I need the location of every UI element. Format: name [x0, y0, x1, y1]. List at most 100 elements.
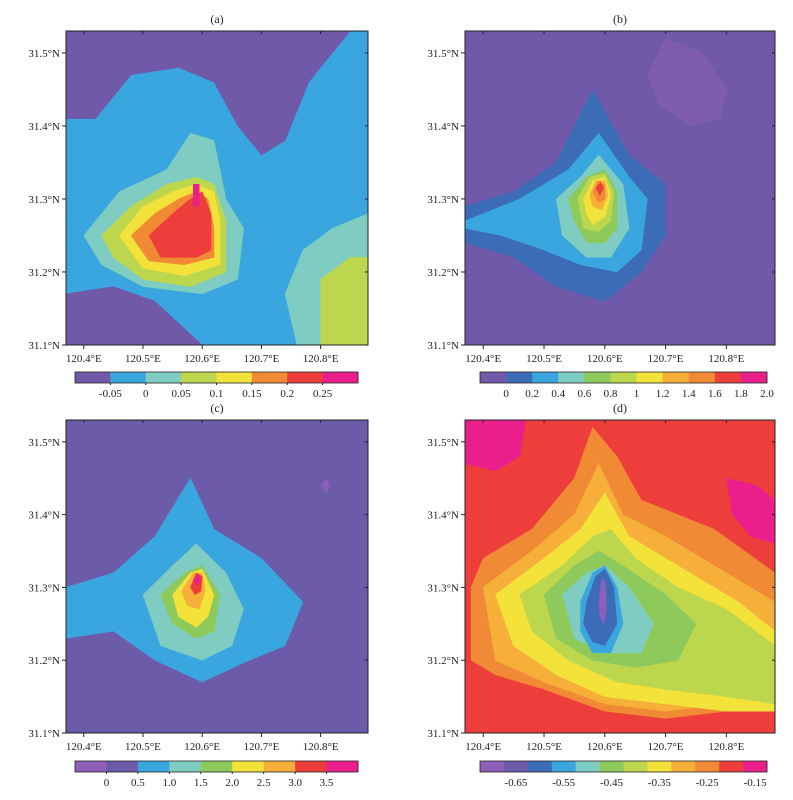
colorbar-swatch — [610, 372, 637, 383]
y-tick-label: 31.3°N — [427, 582, 459, 594]
plot-frame — [65, 419, 369, 734]
y-tick-label: 31.1°N — [28, 340, 60, 352]
colorbar-swatch — [743, 761, 768, 772]
colorbar-frame — [479, 760, 768, 773]
colorbar-label: 2.0 — [225, 777, 239, 789]
plot-frame — [65, 30, 369, 346]
x-tick-label: 120.7°E — [243, 741, 279, 753]
y-tick-label: 31.4°N — [28, 510, 60, 522]
contour-region — [320, 477, 330, 494]
colorbar-label: -0.25 — [696, 777, 719, 789]
colorbar-label: -0.15 — [744, 777, 767, 789]
y-tick-label: 31.3°N — [28, 582, 60, 594]
y-tick-label: 31.4°N — [427, 121, 459, 133]
contour-region — [726, 477, 775, 544]
plot-frame — [464, 30, 776, 346]
colorbar-swatch — [200, 761, 233, 772]
colorbar-label: 0.8 — [604, 388, 618, 400]
colorbar-label: 0.2 — [280, 388, 294, 400]
y-tick-label: 31.5°N — [28, 437, 60, 449]
colorbar-label: 0.15 — [242, 388, 262, 400]
x-tick-label: 120.4°E — [465, 353, 501, 365]
y-tick-label: 31.2°N — [427, 655, 459, 667]
x-tick-label: 120.7°E — [243, 353, 279, 365]
colorbar-swatch — [695, 761, 720, 772]
colorbar-swatch — [216, 372, 253, 383]
contour-region — [66, 31, 351, 156]
colorbar-swatch — [232, 761, 264, 772]
colorbar-swatch — [623, 761, 648, 772]
colorbar-label: 1 — [634, 388, 640, 400]
colorbar-label: 0.4 — [551, 388, 565, 400]
x-tick-label: 120.8°E — [708, 741, 744, 753]
y-tick-label: 31.4°N — [28, 121, 60, 133]
y-tick-label: 31.3°N — [427, 194, 459, 206]
colorbar-label: 3.0 — [288, 777, 302, 789]
colorbar-swatch — [181, 372, 217, 383]
colorbar-label: -0.05 — [99, 388, 122, 400]
colorbar-swatch — [251, 372, 288, 383]
y-tick-label: 31.5°N — [427, 437, 459, 449]
colorbar-label: 1.6 — [708, 388, 722, 400]
panel-2: (c) 120.4°E 120.5°E 120.6°E 120.7°E 120.8°E 31… — [28, 401, 369, 789]
contour-region — [647, 38, 727, 127]
colorbar-swatch — [169, 761, 202, 772]
colorbar-label: 0.6 — [577, 388, 591, 400]
colorbar-swatch — [551, 761, 576, 772]
colorbar-label: -0.55 — [552, 777, 575, 789]
panel-title: (d) — [613, 401, 627, 415]
colorbar-label: 0.2 — [525, 388, 539, 400]
colorbar-label: 1.2 — [656, 388, 670, 400]
colorbar-swatch — [671, 761, 696, 772]
x-tick-label: 120.4°E — [66, 741, 102, 753]
panel-title: (a) — [210, 12, 223, 26]
y-tick-label: 31.5°N — [28, 48, 60, 60]
panel-0: (a) 120.4°E 120.5°E 120.6°E 120.7°E 120.8°E 31… — [28, 12, 369, 400]
panel-1: (b) 120.4°E 120.5°E 120.6°E 120.7°E 120.8°E 31… — [427, 12, 776, 400]
colorbar-frame — [74, 760, 359, 773]
contour-region — [595, 181, 604, 196]
contour-region — [148, 191, 212, 258]
contour-region — [465, 420, 527, 472]
x-tick-label: 120.4°E — [465, 741, 501, 753]
colorbar-swatch — [575, 761, 600, 772]
y-tick-label: 31.5°N — [427, 48, 459, 60]
x-tick-label: 120.6°E — [587, 353, 623, 365]
colorbar-swatch — [647, 761, 672, 772]
contour-region — [193, 574, 201, 587]
y-tick-label: 31.2°N — [28, 267, 60, 279]
colorbar-swatch — [110, 372, 147, 383]
colorbar-swatch — [75, 761, 107, 772]
y-tick-label: 31.1°N — [427, 340, 459, 352]
colorbar-swatch — [137, 761, 170, 772]
x-tick-label: 120.5°E — [526, 353, 562, 365]
colorbar-label: -0.35 — [648, 777, 671, 789]
contour-region — [66, 286, 203, 345]
colorbar-swatch — [287, 372, 323, 383]
plot-frame — [464, 419, 776, 734]
colorbar-swatch — [480, 372, 507, 383]
colorbar-label: 0 — [143, 388, 149, 400]
contour-region — [193, 184, 200, 207]
colorbar-swatch — [322, 372, 359, 383]
colorbar-swatch — [75, 372, 111, 383]
colorbar-swatch — [263, 761, 296, 772]
y-tick-label: 31.3°N — [28, 194, 60, 206]
colorbar-label: 0.25 — [313, 388, 333, 400]
colorbar-label: 1.0 — [162, 777, 176, 789]
colorbar-swatch — [503, 761, 529, 772]
contour-region — [320, 257, 368, 345]
y-tick-label: 31.1°N — [427, 728, 459, 740]
y-tick-label: 31.1°N — [28, 728, 60, 740]
colorbar-swatch — [295, 761, 327, 772]
x-tick-label: 120.6°E — [587, 741, 623, 753]
colorbar-swatch — [506, 372, 533, 383]
panel-3: (d) 120.4°E 120.5°E 120.6°E 120.7°E 120.8°E 31… — [427, 401, 776, 789]
x-tick-label: 120.8°E — [708, 353, 744, 365]
colorbar-label: -0.45 — [600, 777, 623, 789]
colorbar-swatch — [662, 372, 690, 383]
x-tick-label: 120.7°E — [648, 741, 684, 753]
colorbar-swatch — [558, 372, 585, 383]
colorbar-swatch — [145, 372, 182, 383]
x-tick-label: 120.8°E — [303, 353, 339, 365]
